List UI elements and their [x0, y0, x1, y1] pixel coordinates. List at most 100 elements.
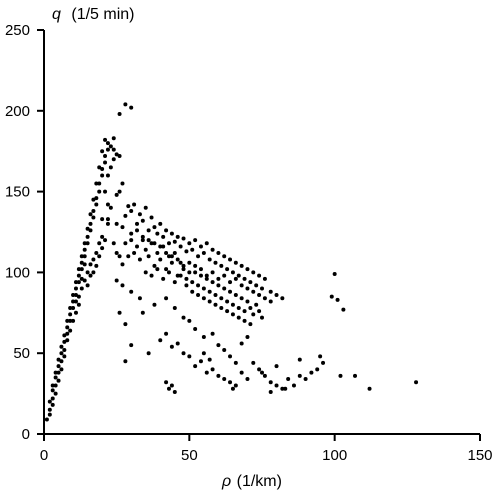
y-tick-label: 250 — [5, 22, 30, 39]
data-point — [248, 322, 253, 327]
data-point — [204, 273, 209, 278]
data-point — [297, 373, 302, 378]
data-point — [146, 254, 151, 259]
data-point — [196, 293, 201, 298]
data-point — [114, 221, 119, 226]
data-point — [210, 331, 215, 336]
data-point — [236, 305, 241, 310]
data-point — [117, 189, 122, 194]
data-point — [76, 280, 81, 285]
data-point — [68, 318, 73, 323]
data-point — [181, 315, 186, 320]
data-point — [201, 286, 206, 291]
data-point — [103, 238, 108, 243]
data-point — [228, 380, 233, 385]
data-point — [149, 273, 154, 278]
data-point — [225, 299, 230, 304]
data-point — [65, 331, 70, 336]
data-point — [94, 251, 99, 256]
data-point — [242, 309, 247, 314]
data-point — [88, 273, 93, 278]
data-point — [62, 339, 67, 344]
y-axis-unit: (1/5 min) — [71, 6, 134, 23]
data-points — [44, 102, 419, 422]
data-point — [230, 270, 235, 275]
x-ticks: 0 50 100 150 — [40, 434, 493, 464]
data-point — [114, 192, 119, 197]
data-point — [65, 318, 70, 323]
y-tick-label: 50 — [13, 345, 30, 362]
data-point — [155, 251, 160, 256]
data-point — [222, 347, 227, 352]
data-point — [193, 270, 198, 275]
data-point — [152, 302, 157, 307]
data-point — [268, 299, 273, 304]
data-point — [105, 221, 110, 226]
data-point — [114, 251, 119, 256]
data-point — [175, 273, 180, 278]
data-point — [158, 244, 163, 249]
data-point — [56, 357, 61, 362]
data-point — [143, 247, 148, 252]
data-point — [210, 367, 215, 372]
data-point — [79, 260, 84, 265]
data-point — [204, 370, 209, 375]
data-point — [73, 299, 78, 304]
data-point — [196, 254, 201, 259]
data-point — [198, 267, 203, 272]
data-point — [105, 147, 110, 152]
data-point — [105, 217, 110, 222]
data-point — [230, 302, 235, 307]
data-point — [219, 305, 224, 310]
data-point — [245, 267, 250, 272]
data-point — [71, 305, 76, 310]
data-point — [315, 367, 320, 372]
data-point — [50, 402, 55, 407]
data-point — [68, 328, 73, 333]
data-point — [222, 377, 227, 382]
data-point — [169, 231, 174, 236]
data-point — [283, 386, 288, 391]
data-point — [164, 380, 169, 385]
x-tick-label: 50 — [181, 447, 198, 464]
data-point — [254, 302, 259, 307]
data-point — [152, 241, 157, 246]
data-point — [59, 367, 64, 372]
data-point — [53, 391, 58, 396]
data-point — [111, 136, 116, 141]
data-point — [175, 257, 180, 262]
data-point — [143, 205, 148, 210]
data-point — [59, 359, 64, 364]
data-point — [166, 241, 171, 246]
data-point — [210, 270, 215, 275]
data-point — [175, 341, 180, 346]
data-point — [201, 251, 206, 256]
data-point — [222, 273, 227, 278]
data-point — [88, 262, 93, 267]
data-point — [201, 296, 206, 301]
data-point — [137, 296, 142, 301]
data-point — [251, 289, 256, 294]
x-axis-symbol: ρ — [221, 473, 231, 490]
data-point — [88, 212, 93, 217]
data-point — [120, 283, 125, 288]
data-point — [204, 241, 209, 246]
data-point — [169, 383, 174, 388]
data-point — [251, 270, 256, 275]
data-point — [257, 273, 262, 278]
data-point — [50, 383, 55, 388]
data-point — [120, 262, 125, 267]
data-point — [114, 278, 119, 283]
data-point — [71, 318, 76, 323]
data-point — [242, 276, 247, 281]
data-point — [219, 296, 224, 301]
data-point — [262, 373, 267, 378]
y-tick-label: 150 — [5, 184, 30, 201]
data-point — [274, 293, 279, 298]
data-point — [164, 267, 169, 272]
data-point — [181, 236, 186, 241]
data-point — [172, 305, 177, 310]
data-point — [140, 310, 145, 315]
data-point — [79, 276, 84, 281]
data-point — [103, 160, 108, 165]
